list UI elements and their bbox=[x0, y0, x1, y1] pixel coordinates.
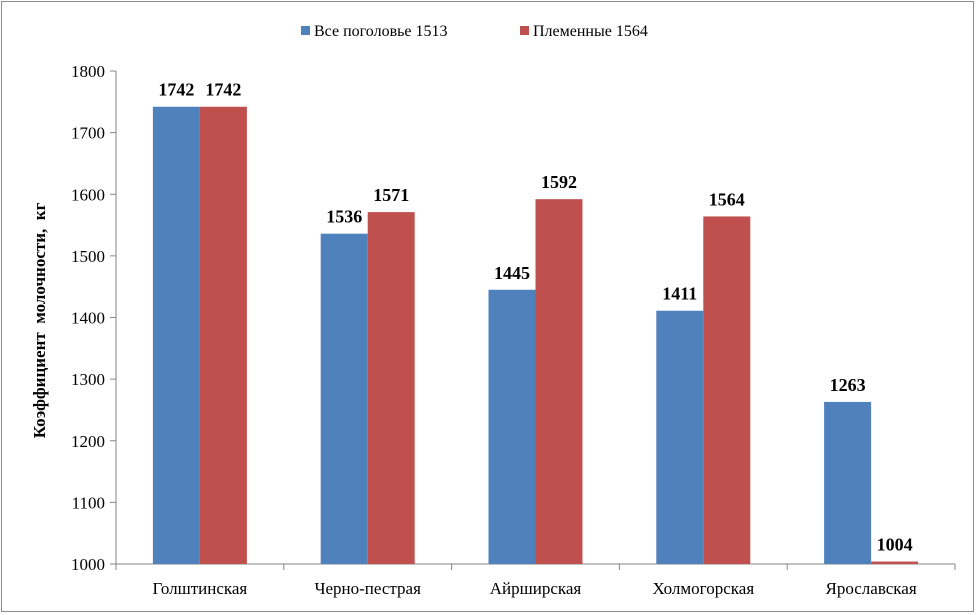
data-label: 1592 bbox=[541, 172, 577, 192]
legend-swatch bbox=[301, 26, 310, 35]
x-tick-label: Голштинская bbox=[153, 579, 248, 598]
y-tick-label: 1800 bbox=[71, 62, 105, 81]
bar-pedigree bbox=[871, 561, 919, 564]
legend-label: Племенные 1564 bbox=[533, 23, 648, 40]
data-label: 1571 bbox=[373, 185, 409, 205]
bar-pedigree bbox=[703, 216, 751, 564]
y-tick-label: 1600 bbox=[71, 185, 105, 204]
data-label: 1564 bbox=[709, 189, 745, 209]
y-tick-label: 1700 bbox=[71, 124, 105, 143]
data-label: 1411 bbox=[662, 284, 697, 304]
legend-label: Все поголовье 1513 bbox=[314, 23, 448, 40]
bar-pedigree bbox=[199, 106, 247, 565]
y-tick-label: 1200 bbox=[71, 432, 105, 451]
data-label: 1742 bbox=[158, 80, 194, 100]
y-axis-title: Коэффициент молочности, кг bbox=[30, 202, 49, 438]
y-tick-label: 1300 bbox=[71, 370, 105, 389]
bar-all-herd bbox=[824, 401, 872, 564]
x-tick-label: Ярославская bbox=[826, 579, 917, 598]
x-tick-label: Черно-пестрая bbox=[314, 579, 421, 598]
y-tick-label: 1000 bbox=[71, 555, 105, 574]
y-tick-label: 1100 bbox=[72, 493, 105, 512]
data-label: 1536 bbox=[326, 207, 362, 227]
legend-swatch bbox=[520, 26, 529, 35]
bar-all-herd bbox=[152, 106, 200, 565]
x-tick-label: Холмогорская bbox=[652, 579, 754, 598]
bar-pedigree bbox=[535, 199, 583, 564]
x-tick-label: Айрширская bbox=[490, 579, 582, 598]
bar-all-herd bbox=[320, 233, 368, 564]
y-tick-label: 1400 bbox=[71, 309, 105, 328]
data-label: 1742 bbox=[205, 80, 241, 100]
data-label: 1445 bbox=[494, 263, 530, 283]
bar-all-herd bbox=[488, 289, 536, 564]
y-tick-label: 1500 bbox=[71, 247, 105, 266]
bar-all-herd bbox=[656, 310, 704, 564]
data-label: 1263 bbox=[830, 375, 866, 395]
data-label: 1004 bbox=[877, 535, 913, 555]
bar-pedigree bbox=[367, 212, 415, 564]
